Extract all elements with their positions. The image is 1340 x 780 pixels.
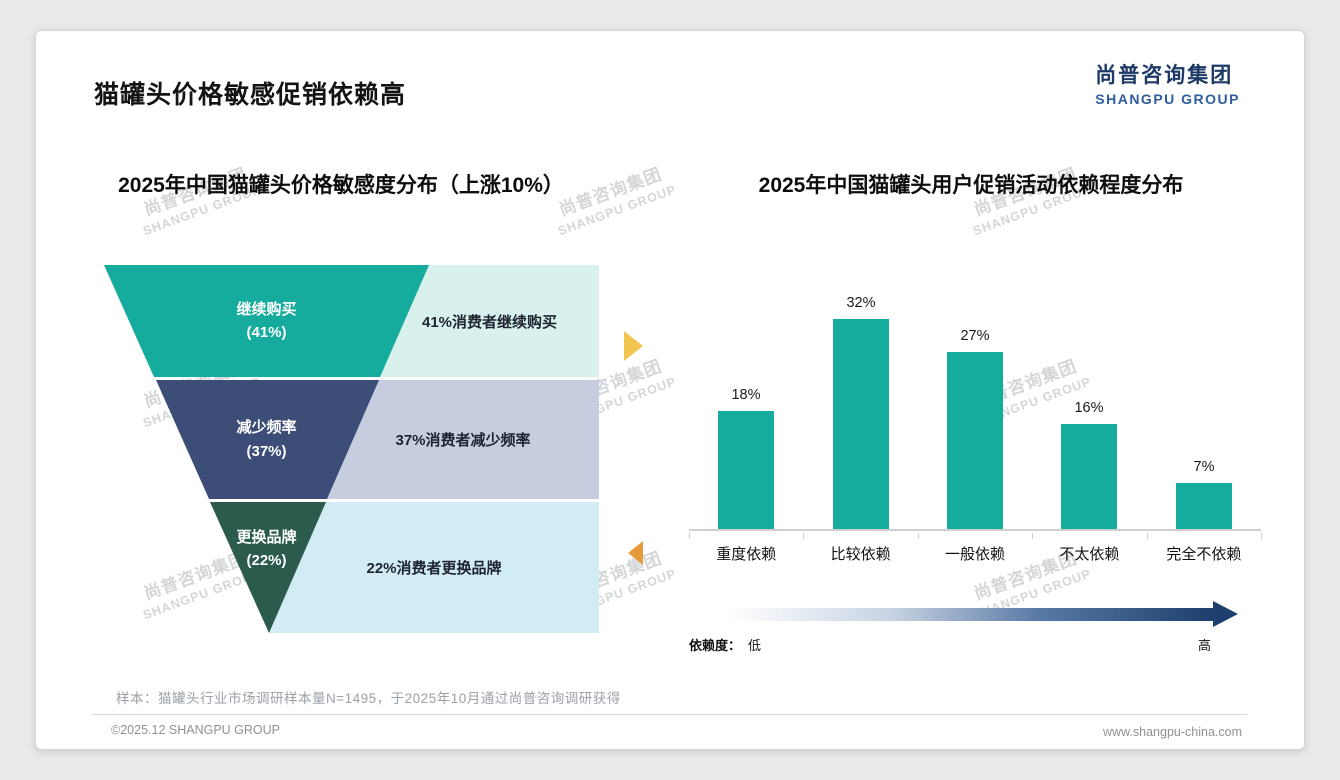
bar-chart: 18% 32% 27% 16% 7%	[689, 281, 1261, 531]
funnel-segment-name: 减少频率	[236, 419, 297, 437]
funnel-chart-title: 2025年中国猫罐头价格敏感度分布（上涨10%）	[118, 174, 564, 197]
arrow-right-icon	[624, 331, 643, 361]
bar-value-label: 18%	[731, 387, 761, 403]
funnel-row: 41%消费者继续购买 继续购买 (41%)	[104, 265, 599, 377]
bar-value-label: 7%	[1193, 459, 1215, 475]
funnel-chart: 41%消费者继续购买 继续购买 (41%) 37%消费者减少频率 减少频率 (37%) 22…	[104, 265, 599, 633]
bar	[718, 411, 774, 529]
slide-content: 猫罐头价格敏感促销依赖高 尚普咨询集团 SHANGPU GROUP 2025年中…	[36, 31, 1304, 749]
dependency-gradient-bar	[719, 608, 1213, 621]
footer-divider	[91, 714, 1247, 715]
funnel-segment-name: 更换品牌	[236, 528, 297, 546]
bar-category-label: 完全不依赖	[1166, 546, 1242, 563]
page-title: 猫罐头价格敏感促销依赖高	[94, 81, 407, 109]
funnel-segment	[104, 265, 429, 377]
arrow-left-icon	[628, 541, 643, 565]
funnel-desc-label: 37%消费者减少频率	[327, 380, 599, 499]
dependency-axis-label: 依赖度：	[689, 638, 742, 653]
company-logo: 尚普咨询集团 SHANGPU GROUP	[1095, 59, 1240, 107]
funnel-segment-label: 继续购买 (41%)	[104, 265, 429, 377]
bar-value-label: 32%	[846, 295, 876, 311]
funnel-segment-pct: (22%)	[246, 552, 287, 570]
bar	[947, 352, 1003, 529]
funnel-segment-pct: (41%)	[246, 324, 287, 341]
bar-chart-title: 2025年中国猫罐头用户促销活动依赖程度分布	[758, 174, 1184, 197]
bar-value-label: 16%	[1074, 400, 1104, 416]
slide-card: 尚普咨询集团 SHANGPU GROUP 尚普咨询集团 SHANGPU GROUP 尚普…	[35, 30, 1305, 750]
copyright-text: ©2025.12 SHANGPU GROUP	[111, 723, 280, 737]
logo-chinese-name: 尚普咨询集团	[1095, 64, 1234, 87]
bar-value-label: 27%	[960, 328, 990, 344]
funnel-segment-name: 继续购买	[236, 300, 297, 318]
axis-tick	[1261, 533, 1262, 539]
logo-english-name: SHANGPU GROUP	[1095, 91, 1240, 107]
dependency-low-label: 低	[748, 638, 762, 653]
funnel-segment-pct: (37%)	[246, 442, 287, 460]
axis-tick	[803, 533, 804, 539]
bar-category-label: 不太依赖	[1059, 546, 1120, 563]
funnel-segment-label: 减少频率 (37%)	[104, 380, 429, 499]
dependency-high-label: 高	[1198, 638, 1212, 653]
bar	[1176, 483, 1232, 529]
bar-chart-category-labels: 重度依赖 比较依赖 一般依赖 不太依赖 完全不依赖	[689, 543, 1261, 564]
bar-category-label: 一般依赖	[945, 546, 1006, 563]
website-url: www.shangpu-china.com	[1103, 725, 1242, 739]
bar-category-label: 比较依赖	[830, 546, 891, 563]
axis-tick	[1147, 533, 1148, 539]
axis-tick	[689, 533, 690, 539]
axis-tick	[1032, 533, 1033, 539]
funnel-segment-label: 更换品牌 (22%)	[104, 502, 429, 596]
bar-category-label: 重度依赖	[716, 546, 777, 563]
funnel-row: 37%消费者减少频率 减少频率 (37%)	[104, 380, 599, 499]
bar	[1061, 424, 1117, 529]
funnel-row: 22%消费者更换品牌 更换品牌 (22%)	[104, 502, 599, 633]
sample-note: 样本：猫罐头行业市场调研样本量N=1495，于2025年10月通过尚普咨询调研获…	[116, 691, 621, 706]
axis-tick	[918, 533, 919, 539]
bar-chart-axis-ticks	[689, 533, 1262, 539]
bar	[833, 319, 889, 529]
dependency-arrow-head-icon	[1213, 601, 1238, 627]
funnel-desc-label: 22%消费者更换品牌	[269, 502, 599, 633]
